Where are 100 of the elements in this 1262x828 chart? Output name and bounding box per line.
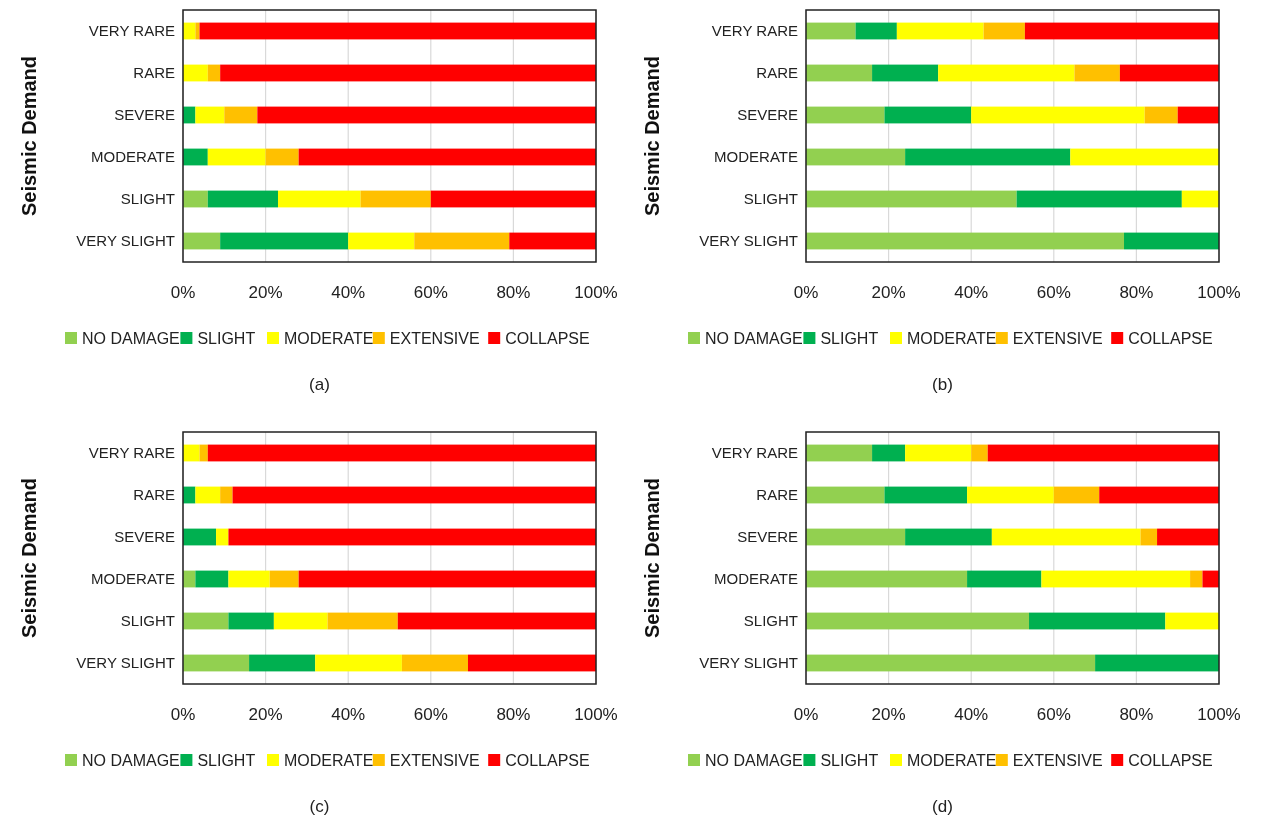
legend-label: SLIGHT <box>197 751 256 769</box>
bar <box>220 64 596 82</box>
bar <box>971 444 988 462</box>
bar <box>273 612 328 630</box>
legend-label: NO DAMAGE <box>82 329 180 347</box>
x-tick-label: 80% <box>496 283 531 302</box>
y-tick-label: SLIGHT <box>120 612 175 630</box>
bar <box>232 486 596 504</box>
bar <box>298 570 596 588</box>
x-tick-label: 0% <box>793 705 819 724</box>
bar <box>183 528 217 546</box>
bar <box>220 232 349 250</box>
y-axis-title: Seismic Demand <box>18 477 40 639</box>
x-tick-label: 100% <box>574 705 618 724</box>
y-tick-label: VERY RARE <box>711 22 798 40</box>
bar <box>183 654 250 672</box>
y-tick-label: VERY RARE <box>88 22 175 40</box>
bar <box>806 570 968 588</box>
bar <box>938 64 1075 82</box>
y-tick-label: MODERATE <box>91 570 175 588</box>
bar <box>207 64 221 82</box>
bar <box>430 190 596 208</box>
bar <box>195 106 225 124</box>
legend-label: MODERATE <box>284 329 374 347</box>
bar <box>884 486 968 504</box>
legend-label: MODERATE <box>907 751 997 769</box>
bar <box>1016 190 1182 208</box>
bar <box>315 654 402 672</box>
y-axis-title: Seismic Demand <box>641 55 663 217</box>
x-tick-label: 0% <box>170 283 196 302</box>
bar <box>806 444 873 462</box>
bar <box>183 232 221 250</box>
y-tick-label: VERY RARE <box>711 444 798 462</box>
legend-label: SLIGHT <box>197 329 256 347</box>
bar <box>806 528 906 546</box>
bar <box>806 64 873 82</box>
x-tick-label: 80% <box>1119 705 1154 724</box>
text: (a) <box>309 375 330 394</box>
bar <box>228 528 596 546</box>
bar <box>414 232 510 250</box>
bar <box>1202 570 1219 588</box>
x-tick-label: 60% <box>1036 705 1071 724</box>
bar <box>269 570 299 588</box>
y-tick-label: MODERATE <box>714 148 798 166</box>
bar <box>220 486 233 504</box>
y-tick-label: RARE <box>756 486 798 504</box>
y-tick-label: SLIGHT <box>743 612 798 630</box>
legend-label: MODERATE <box>907 329 997 347</box>
bar <box>1181 190 1219 208</box>
bar <box>183 612 229 630</box>
bar <box>1157 528 1219 546</box>
bar <box>806 612 1030 630</box>
y-tick-label: RARE <box>756 64 798 82</box>
y-axis-title: Seismic Demand <box>18 55 40 217</box>
bar <box>806 148 906 166</box>
x-tick-label: 20% <box>871 705 906 724</box>
bar <box>806 232 1125 250</box>
bar <box>265 148 299 166</box>
bar <box>806 654 1096 672</box>
bar <box>348 232 415 250</box>
y-tick-label: SLIGHT <box>120 190 175 208</box>
bar <box>872 444 906 462</box>
bar <box>207 148 266 166</box>
bar <box>257 106 596 124</box>
bar <box>1099 486 1219 504</box>
bar <box>249 654 316 672</box>
y-tick-label: VERY SLIGHT <box>699 232 798 250</box>
legend-label: EXTENSIVE <box>1012 329 1103 347</box>
bar <box>1140 528 1158 546</box>
x-tick-label: 80% <box>1119 283 1154 302</box>
x-tick-label: 60% <box>413 283 448 302</box>
bar <box>298 148 596 166</box>
legend-label: COLLAPSE <box>505 329 590 347</box>
bar <box>195 22 200 40</box>
x-tick-label: 0% <box>793 283 819 302</box>
bar <box>216 528 229 546</box>
bar <box>905 528 992 546</box>
text: (c) <box>309 797 330 816</box>
legend-label: COLLAPSE <box>1128 751 1213 769</box>
text: (d) <box>932 797 953 816</box>
bar <box>806 190 1017 208</box>
legend-label: COLLAPSE <box>505 751 590 769</box>
text: (b) <box>932 375 953 394</box>
x-tick-label: 40% <box>954 705 989 724</box>
y-tick-label: MODERATE <box>91 148 175 166</box>
bar <box>199 444 208 462</box>
bar <box>905 148 1071 166</box>
y-tick-label: SEVERE <box>737 528 798 546</box>
bar <box>806 22 856 40</box>
bar <box>1119 64 1219 82</box>
bar <box>327 612 398 630</box>
legend-label: NO DAMAGE <box>82 751 180 769</box>
legend-label: MODERATE <box>284 751 374 769</box>
bar <box>991 528 1141 546</box>
bar <box>896 22 984 40</box>
x-tick-label: 20% <box>871 283 906 302</box>
bar <box>467 654 596 672</box>
y-tick-label: VERY SLIGHT <box>76 232 175 250</box>
legend-label: NO DAMAGE <box>705 329 803 347</box>
bar <box>983 22 1025 40</box>
